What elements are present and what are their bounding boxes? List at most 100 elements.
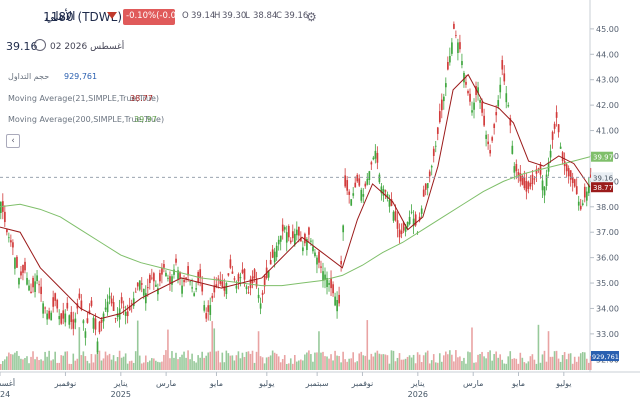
candle: [553, 123, 556, 129]
volume-bar: [557, 358, 560, 370]
candle: [201, 283, 204, 292]
candle: [223, 286, 226, 291]
gear-icon[interactable]: ⚙: [306, 10, 317, 24]
last-date: أغسطس 2026 02: [50, 42, 125, 52]
down-arrow-icon: [107, 12, 117, 19]
candle: [243, 269, 246, 280]
volume-bar: [529, 356, 532, 370]
volume-bar: [155, 360, 157, 370]
volume-bar: [34, 359, 36, 370]
candle: [128, 305, 131, 311]
candle: [394, 211, 397, 221]
volume-bar: [507, 356, 510, 370]
candle: [517, 172, 520, 177]
volume-bar: [515, 358, 518, 370]
price-badge: [591, 182, 613, 193]
candle: [481, 101, 483, 113]
volume-bar: [306, 352, 308, 370]
candle: [390, 199, 393, 206]
candle: [491, 137, 494, 141]
candle: [229, 259, 232, 268]
candle: [68, 315, 71, 325]
candle: [217, 278, 220, 281]
candle: [489, 149, 492, 154]
candle: [332, 284, 334, 294]
volume-bar: [247, 351, 250, 370]
candle: [447, 62, 449, 70]
y-tick-label: 45.00: [596, 25, 619, 34]
volume-bar: [434, 362, 437, 370]
volume-bar: [62, 355, 65, 370]
candle: [360, 189, 363, 201]
volume-bar: [86, 360, 89, 370]
candle: [334, 296, 336, 306]
volume-bar: [28, 363, 30, 370]
volume-bar: [167, 329, 169, 370]
candle: [38, 284, 40, 286]
volume-bar: [293, 355, 296, 370]
candle: [155, 284, 157, 287]
volume-bar: [185, 357, 187, 370]
candle: [475, 86, 477, 95]
candle: [237, 274, 240, 282]
candle: [587, 184, 590, 194]
x-tick-label: مارس: [156, 379, 176, 388]
volume-bar: [114, 361, 117, 370]
volume-badge-label: 929,761: [592, 353, 619, 361]
collapse-icon[interactable]: ‹: [6, 134, 20, 148]
candle: [173, 269, 175, 275]
candle: [46, 313, 49, 320]
volume-bar: [181, 354, 183, 370]
volume-bar: [36, 356, 38, 370]
volume-bar: [404, 358, 407, 370]
candle: [519, 173, 522, 182]
volume-bar: [326, 356, 328, 370]
volume-bar: [324, 356, 326, 370]
ohlc-close: 39.16: [284, 11, 309, 21]
candle: [175, 258, 177, 263]
volume-bar: [561, 355, 564, 370]
candle: [324, 274, 326, 280]
volume-bar: [489, 350, 491, 370]
volume-bar: [364, 355, 367, 370]
volume-bar: [346, 361, 348, 370]
volume-bar: [215, 351, 218, 370]
candle: [193, 293, 196, 296]
candle: [330, 277, 332, 289]
volume-bar: [338, 356, 340, 370]
candle: [420, 208, 423, 214]
volume-bar: [90, 354, 93, 370]
volume-bar: [52, 359, 54, 370]
candle: [479, 100, 481, 103]
price-badge-label: 38.77: [593, 184, 613, 192]
candle: [350, 199, 353, 206]
volume-bar: [519, 352, 522, 370]
last-price: 39.16: [6, 40, 38, 53]
volume-bar: [273, 352, 276, 370]
volume-bar: [565, 359, 568, 370]
candle: [531, 174, 534, 184]
candle: [16, 256, 18, 268]
stock-name: الأهلي: [45, 9, 76, 23]
candle: [32, 277, 34, 288]
volume-bar: [447, 354, 449, 370]
volume-bar: [332, 360, 334, 370]
candle: [445, 83, 447, 88]
candle: [459, 42, 461, 50]
volume-bar: [581, 351, 584, 370]
candle: [503, 73, 506, 82]
candle: [267, 271, 270, 278]
volume-bar: [479, 353, 481, 370]
candle: [142, 288, 145, 296]
volume-bar: [368, 359, 371, 370]
x-tick-label: يناير: [113, 379, 128, 388]
volume-bar: [173, 357, 175, 370]
candle: [310, 240, 312, 242]
candle: [271, 249, 274, 258]
candle: [443, 96, 445, 102]
volume-bar: [281, 359, 284, 370]
ohlc-open: 39.14: [191, 11, 216, 21]
candle: [255, 278, 258, 287]
candle: [78, 293, 81, 299]
